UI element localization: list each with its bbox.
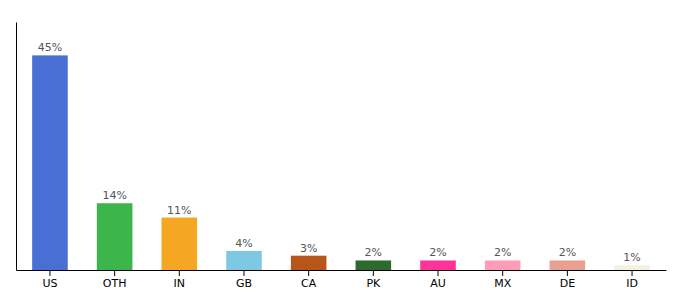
- data-label: 2%: [365, 246, 382, 259]
- x-tick-label: OTH: [103, 277, 127, 290]
- x-tick: PK: [366, 270, 381, 290]
- chart-container: US OTH IN GB CA PK AU MX DE ID 45% 14% 11% 4% 3% 2% 2% 2%…: [0, 0, 680, 300]
- x-tick: DE: [560, 270, 575, 290]
- x-tick: US: [42, 270, 57, 290]
- x-tick: ID: [626, 270, 638, 290]
- x-tick-mark: [632, 270, 633, 276]
- bar: [614, 265, 650, 270]
- data-label: 4%: [235, 237, 252, 250]
- bar: [97, 203, 133, 270]
- x-tick-mark: [308, 270, 309, 276]
- x-tick: MX: [494, 270, 511, 290]
- x-axis-line: [17, 270, 667, 271]
- bar: [226, 251, 262, 270]
- x-tick-mark: [179, 270, 180, 276]
- x-tick: CA: [301, 270, 317, 290]
- x-tick-label: US: [42, 277, 57, 290]
- bar: [356, 260, 392, 270]
- data-label: 45%: [38, 41, 62, 54]
- x-tick-mark: [502, 270, 503, 276]
- x-tick-label: CA: [301, 277, 317, 290]
- x-tick-mark: [243, 270, 244, 276]
- x-tick: OTH: [103, 270, 127, 290]
- x-tick: GB: [236, 270, 252, 290]
- x-tick-mark: [438, 270, 439, 276]
- data-label: 3%: [300, 242, 317, 255]
- data-label: 2%: [429, 246, 446, 259]
- bars: [32, 55, 650, 270]
- x-tick: AU: [430, 270, 446, 290]
- x-axis: US OTH IN GB CA PK AU MX DE ID: [17, 270, 667, 290]
- data-label: 2%: [559, 246, 576, 259]
- bar: [32, 55, 68, 270]
- x-tick: IN: [174, 270, 185, 290]
- bar: [162, 218, 198, 270]
- x-tick-label: DE: [560, 277, 575, 290]
- data-label: 2%: [494, 246, 511, 259]
- data-label: 1%: [623, 251, 640, 264]
- y-axis: [16, 23, 17, 271]
- x-tick-mark: [49, 270, 50, 276]
- x-tick-mark: [114, 270, 115, 276]
- data-label: 11%: [167, 204, 191, 217]
- x-tick-label: IN: [174, 277, 185, 290]
- bar: [291, 256, 327, 270]
- plot-area: US OTH IN GB CA PK AU MX DE ID 45% 14% 11% 4% 3% 2% 2% 2%…: [17, 23, 667, 290]
- bar: [420, 260, 456, 270]
- x-tick-label: PK: [366, 277, 381, 290]
- data-labels: 45% 14% 11% 4% 3% 2% 2% 2% 2% 1%: [38, 41, 641, 264]
- x-tick-label: MX: [494, 277, 511, 290]
- x-tick-mark: [373, 270, 374, 276]
- x-tick-label: ID: [626, 277, 638, 290]
- chart-svg: US OTH IN GB CA PK AU MX DE ID 45% 14% 11% 4% 3% 2% 2% 2%…: [0, 0, 680, 300]
- bar: [485, 260, 521, 270]
- x-tick-mark: [567, 270, 568, 276]
- data-label: 14%: [102, 189, 126, 202]
- bar: [550, 260, 586, 270]
- y-axis-line: [16, 23, 17, 271]
- x-tick-label: AU: [430, 277, 446, 290]
- x-tick-label: GB: [236, 277, 252, 290]
